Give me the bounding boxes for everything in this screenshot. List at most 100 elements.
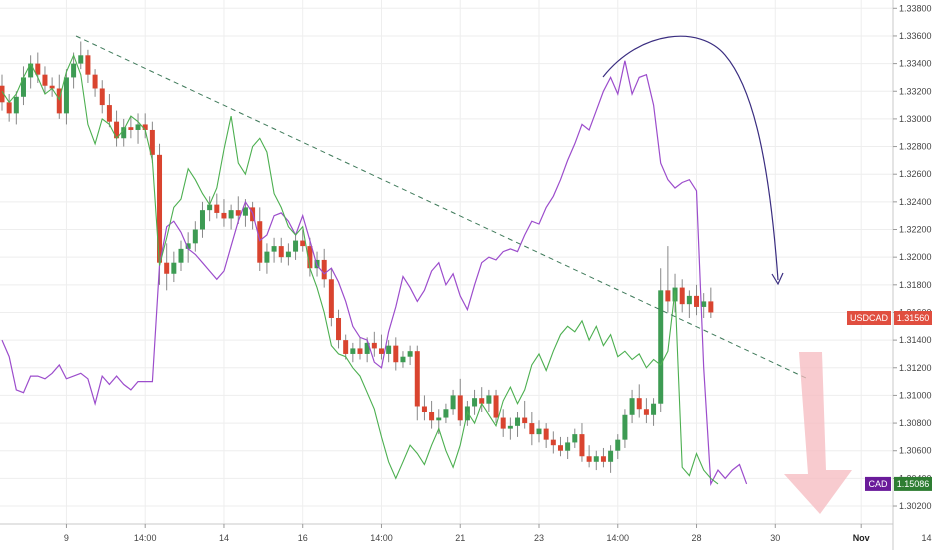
candle-body (257, 221, 263, 263)
price-tick-label: 1.30600 (899, 446, 932, 456)
time-tick-label: 16 (298, 533, 308, 543)
time-tick-label: 14:00 (370, 533, 393, 543)
candle-body (114, 121, 120, 139)
price-tick-label: 1.33800 (899, 3, 932, 13)
candle-body (507, 425, 513, 429)
candle-body (486, 395, 492, 404)
candle-body (221, 212, 227, 219)
price-tick-label: 1.31800 (899, 280, 932, 290)
candle-body (307, 246, 313, 269)
candle-body (6, 102, 12, 114)
price-tick-label: 1.30200 (899, 501, 932, 511)
price-tag-name: CAD (868, 479, 888, 489)
curved-arrow-annotation (602, 35, 779, 281)
candle-body (228, 210, 234, 219)
price-tag-value: 1.31560 (897, 313, 930, 323)
time-tick-label: 14:00 (922, 533, 932, 543)
price-tag-value: 1.15086 (897, 479, 930, 489)
candle-body (472, 398, 478, 407)
candle-body (436, 417, 442, 421)
candle-body (56, 88, 62, 114)
candle-body (328, 279, 334, 318)
candle-body (121, 127, 127, 139)
candle-body (242, 207, 248, 216)
candle-body (493, 395, 499, 418)
candle-body (529, 423, 535, 435)
candle-body (214, 204, 220, 213)
candle-body (500, 417, 506, 429)
candle-body (386, 345, 392, 354)
candle-body (20, 77, 26, 97)
candle-body (550, 439, 556, 446)
candle-body (536, 428, 542, 435)
candle-body (92, 74, 98, 89)
price-tick-label: 1.31200 (899, 363, 932, 373)
price-tick-label: 1.31000 (899, 390, 932, 400)
candle-body (665, 290, 671, 302)
price-tick-label: 1.32600 (899, 169, 932, 179)
candle-body (13, 96, 19, 114)
candle-body (636, 398, 642, 410)
price-tick-label: 1.32000 (899, 252, 932, 262)
candle-body (429, 412, 435, 421)
time-axis: 9 14:00 14 16 14:00 21 23 14:00 28 30 Nov 14:00 (0, 523, 932, 543)
candle-body (615, 439, 621, 451)
candle-body (185, 243, 191, 249)
candle-body (99, 88, 105, 106)
candle-body (78, 55, 84, 64)
candle-body (414, 351, 420, 407)
candle-body (608, 450, 614, 462)
chart-grid (0, 0, 893, 524)
candle-body (149, 129, 155, 155)
candle-body (285, 251, 291, 258)
time-tick-label: 28 (692, 533, 702, 543)
price-tick-label: 1.33400 (899, 59, 932, 69)
candle-body (457, 395, 463, 421)
candle-body (450, 395, 456, 410)
price-tick-label: 1.33600 (899, 31, 932, 41)
candle-body (106, 105, 112, 122)
candle-body (407, 351, 413, 357)
candle-body (679, 287, 685, 305)
price-tag-name-box (847, 310, 891, 325)
green-comparison-line (1, 53, 719, 485)
candle-body (300, 240, 306, 247)
candle-body (658, 290, 664, 404)
candle-body (522, 417, 528, 424)
candle-body (178, 248, 184, 263)
candle-body (557, 445, 563, 451)
candle-body (207, 204, 213, 211)
candle-body (235, 210, 241, 216)
price-tick-label: 1.33000 (899, 114, 932, 124)
cad-comparison-line (1, 60, 748, 487)
time-tick-label: Nov (853, 533, 870, 543)
time-tick-label: 14:00 (606, 533, 629, 543)
candle-body (701, 301, 707, 307)
price-tag-name-box (865, 476, 891, 491)
price-axis: 1.302001.304001.306001.308001.310001.312… (892, 0, 932, 550)
candle-body (271, 246, 277, 252)
candle-body (378, 348, 384, 354)
time-tick-label: 9 (64, 533, 69, 543)
candle-body (543, 428, 549, 440)
candle-body (400, 356, 406, 363)
candle-body (63, 77, 69, 114)
candle-body (708, 301, 714, 313)
candle-body (128, 127, 134, 130)
time-tick-label: 14:00 (134, 533, 157, 543)
down-arrow-annotation (784, 352, 852, 514)
candle-body (364, 342, 370, 354)
candle-body (142, 124, 148, 130)
price-tag-value-box (894, 476, 932, 491)
candle-body (579, 434, 585, 457)
time-tick-label: 30 (770, 533, 780, 543)
candle-body (643, 409, 649, 415)
candle-body (572, 434, 578, 443)
price-tag-value-box (894, 310, 932, 325)
candle-body (171, 262, 177, 274)
candle-body (479, 398, 485, 404)
candle-body (192, 229, 198, 244)
candle-body (686, 295, 692, 305)
candle-body (157, 154, 163, 263)
